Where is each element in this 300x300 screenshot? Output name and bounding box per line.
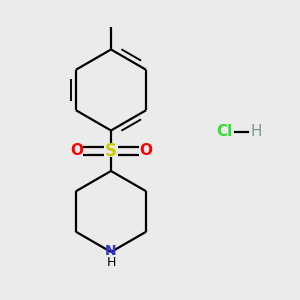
Text: O: O	[139, 143, 152, 158]
Text: N: N	[105, 244, 117, 258]
Text: O: O	[70, 143, 83, 158]
Text: H: H	[250, 124, 262, 140]
Text: S: S	[105, 142, 117, 160]
Text: Cl: Cl	[216, 124, 232, 140]
Text: H: H	[106, 256, 116, 269]
